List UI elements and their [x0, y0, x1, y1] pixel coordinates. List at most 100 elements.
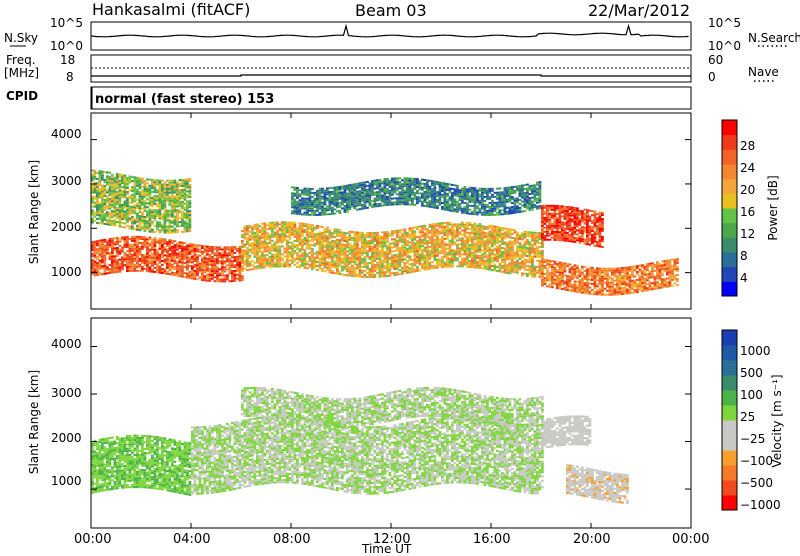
power-band-cell	[131, 254, 134, 256]
power-band-cell	[134, 200, 137, 202]
power-band-cell	[116, 217, 119, 219]
power-band-cell	[466, 262, 469, 264]
power-band-cell	[456, 207, 459, 209]
power-band-cell	[94, 172, 97, 174]
power-band-cell	[124, 258, 127, 260]
power-band-cell	[144, 220, 147, 222]
power-band-cell	[301, 253, 304, 255]
power-band-cell	[184, 197, 187, 199]
power-band-cell	[196, 248, 199, 250]
power-band-cell	[349, 259, 352, 261]
power-band-cell	[104, 179, 107, 181]
power-band-cell	[314, 200, 317, 202]
power-band-cell	[491, 257, 494, 259]
power-band-cell	[399, 239, 402, 241]
power-band-cell	[274, 232, 277, 234]
power-band-cell	[169, 200, 172, 202]
power-band-cell	[379, 181, 382, 183]
power-band-cell	[104, 201, 107, 203]
power-band-cell	[164, 248, 167, 250]
power-band-cell	[294, 209, 297, 211]
power-band-cell	[474, 254, 477, 256]
power-band-cell	[271, 254, 274, 256]
power-band-cell	[141, 190, 144, 192]
power-band-cell	[324, 252, 327, 254]
power-band-cell	[171, 268, 174, 270]
power-band-cell	[314, 214, 317, 216]
power-band-cell	[426, 246, 429, 248]
power-band-cell	[441, 190, 444, 192]
power-band-cell	[514, 251, 517, 253]
power-band-cell	[514, 231, 517, 233]
power-band-cell	[306, 243, 309, 245]
power-band-cell	[159, 212, 162, 214]
power-band-cell	[404, 201, 407, 203]
power-band-cell	[144, 236, 147, 238]
power-band-cell	[456, 223, 459, 225]
power-band-cell	[339, 261, 342, 263]
power-band-cell	[159, 188, 162, 190]
power-band-cell	[141, 194, 144, 196]
power-band-cell	[164, 228, 167, 230]
power-band-cell	[341, 258, 344, 260]
power-band-cell	[341, 236, 344, 238]
power-band-cell	[244, 244, 247, 246]
power-band-cell	[411, 259, 414, 261]
power-band-cell	[396, 260, 399, 262]
power-band-cell	[109, 240, 112, 242]
power-band-cell	[121, 266, 124, 268]
power-band-cell	[224, 254, 227, 256]
power-band-cell	[146, 262, 149, 264]
power-band-cell	[424, 267, 427, 269]
power-band-cell	[119, 190, 122, 192]
power-band-cell	[94, 196, 97, 198]
power-band-cell	[521, 260, 524, 262]
power-band-cell	[181, 250, 184, 252]
power-band-cell	[471, 232, 474, 234]
power-band-cell	[304, 263, 307, 265]
power-band-cell	[289, 248, 292, 250]
power-band-cell	[394, 191, 397, 193]
power-band-cell	[416, 268, 419, 270]
power-band-cell	[101, 179, 104, 181]
power-band-cell	[274, 226, 277, 228]
power-band-cell	[101, 217, 104, 219]
power-band-cell	[386, 239, 389, 241]
power-band-cell	[534, 240, 537, 242]
power-band-cell	[186, 216, 189, 218]
power-band-cell	[379, 268, 382, 270]
power-band-cell	[296, 195, 299, 197]
power-band-cell	[141, 220, 144, 222]
power-band-cell	[306, 223, 309, 225]
power-band-cell	[429, 190, 432, 192]
power-band-cell	[301, 241, 304, 243]
power-band-cell	[254, 262, 257, 264]
power-band-cell	[216, 280, 219, 282]
power-band-cell	[441, 228, 444, 230]
power-band-cell	[381, 232, 384, 234]
power-band-cell	[171, 210, 174, 212]
power-band-cell	[154, 251, 157, 253]
power-band-cell	[346, 274, 349, 276]
power-band-cell	[151, 261, 154, 263]
power-band-cell	[109, 172, 112, 174]
power-band-cell	[156, 179, 159, 181]
power-band-cell	[329, 201, 332, 203]
power-band-cell	[111, 186, 114, 188]
power-band-cell	[276, 253, 279, 255]
power-band-cell	[186, 190, 189, 192]
power-band-cell	[186, 202, 189, 204]
power-band-cell	[431, 243, 434, 245]
power-band-cell	[141, 218, 144, 220]
power-band-cell	[376, 240, 379, 242]
power-band-cell	[146, 240, 149, 242]
power-band-cell	[401, 197, 404, 199]
power-band-cell	[384, 271, 387, 273]
power-band-cell	[289, 230, 292, 232]
power-band-cell	[131, 256, 134, 258]
power-band-cell	[281, 231, 284, 233]
power-band-cell	[164, 218, 167, 220]
power-band-cell	[211, 270, 214, 272]
power-band-cell	[281, 227, 284, 229]
power-band-cell	[479, 194, 482, 196]
